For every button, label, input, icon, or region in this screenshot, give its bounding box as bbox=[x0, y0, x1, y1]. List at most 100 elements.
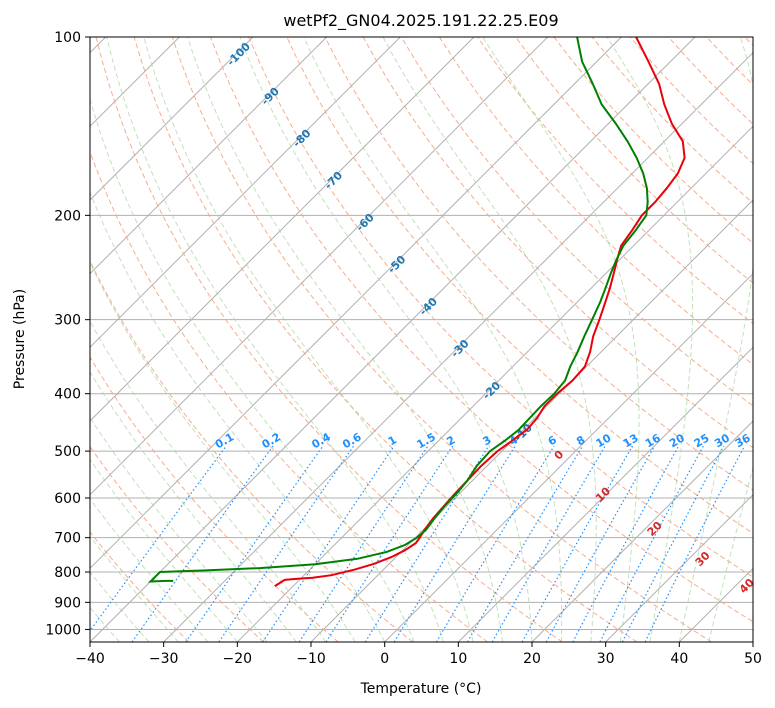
isotherm-label: -20 bbox=[480, 379, 503, 402]
y-tick-label: 700 bbox=[54, 531, 81, 547]
isotherm-line bbox=[90, 37, 401, 349]
x-tick-label: −10 bbox=[296, 651, 326, 667]
moist-adiabat-line bbox=[678, 37, 753, 642]
x-axis-title: Temperature (°C) bbox=[360, 681, 482, 697]
chart-title: wetPf2_GN04.2025.191.22.25.E09 bbox=[283, 11, 558, 31]
mixing-ratio-label: 16 bbox=[643, 431, 663, 450]
mixing-ratio-line bbox=[131, 445, 274, 642]
isotherm-line bbox=[163, 51, 753, 642]
mixing-ratio-line bbox=[521, 445, 634, 642]
dry-adiabat-line bbox=[668, 37, 753, 125]
isotherm-line bbox=[90, 37, 549, 496]
dry-adiabat-line bbox=[90, 150, 488, 642]
mixing-ratio-label: 0.4 bbox=[310, 430, 334, 451]
dry-adiabat-line bbox=[515, 37, 753, 284]
isotherm-line bbox=[90, 37, 622, 570]
isotherm-label: -90 bbox=[259, 85, 282, 108]
background-lines bbox=[90, 37, 753, 642]
dry-adiabat-line bbox=[324, 37, 753, 491]
isotherm-line bbox=[90, 37, 696, 642]
mixing-ratio-label: 36 bbox=[733, 431, 753, 450]
dry-adiabat-line bbox=[90, 531, 190, 642]
plot-frame bbox=[89, 36, 754, 643]
mixing-ratio-line bbox=[644, 445, 746, 642]
dry-adiabat-label: 40 bbox=[737, 576, 757, 596]
dry-adiabat-line bbox=[133, 37, 638, 642]
isotherm-label: -30 bbox=[448, 337, 471, 360]
x-tick-label: 0 bbox=[380, 651, 389, 667]
moist-adiabat-line bbox=[239, 37, 533, 642]
moist-adiabat-line bbox=[143, 37, 474, 642]
moist-adiabat-line bbox=[90, 320, 327, 642]
y-tick-label: 800 bbox=[54, 565, 81, 581]
dry-adiabat-line bbox=[90, 445, 264, 642]
y-tick-label: 300 bbox=[54, 313, 81, 329]
mixing-ratio-label: 13 bbox=[621, 431, 641, 450]
dry-adiabat-line bbox=[90, 259, 414, 642]
mixing-ratio-line bbox=[545, 445, 656, 642]
mixing-ratio-line bbox=[185, 445, 324, 642]
isotherm-line bbox=[90, 37, 254, 201]
mixing-ratio-label: 6 bbox=[546, 433, 559, 448]
isotherm-label: -50 bbox=[385, 253, 408, 276]
line-labels: 0.1 0.2 0.4 0.6 1 1.5 2 3 4 6 8 10 13 16 20 25 30 36-100-… bbox=[213, 40, 757, 596]
isotherm-line bbox=[678, 567, 753, 642]
x-tick-label: −20 bbox=[223, 651, 253, 667]
dry-adiabat-label: 20 bbox=[645, 519, 665, 539]
dry-adiabat-line bbox=[90, 356, 339, 642]
mixing-ratio-line bbox=[218, 445, 355, 642]
y-axis-title: Pressure (hPa) bbox=[12, 289, 28, 389]
y-tick-label: 600 bbox=[54, 491, 81, 507]
x-tick-label: −40 bbox=[75, 651, 105, 667]
x-tick-label: 40 bbox=[670, 651, 688, 667]
y-tick-label: 400 bbox=[54, 387, 81, 403]
dry-adiabat-label: 0 bbox=[552, 448, 567, 463]
mixing-ratio-line bbox=[393, 445, 516, 642]
mixing-ratio-line bbox=[364, 445, 490, 642]
mixing-ratio-label: 0.1 bbox=[213, 430, 236, 451]
moist-adiabat-line bbox=[708, 465, 753, 642]
mixing-ratio-line bbox=[298, 445, 429, 642]
profile-lines bbox=[147, 37, 686, 587]
y-tick-label: 1000 bbox=[45, 622, 81, 638]
x-tick-label: −30 bbox=[149, 651, 179, 667]
dry-adiabat-line bbox=[171, 37, 712, 642]
dewpoint-profile-line bbox=[147, 37, 649, 583]
temperature-profile-line bbox=[274, 37, 686, 587]
isotherm-line bbox=[236, 125, 753, 642]
isotherm-line bbox=[90, 37, 328, 275]
dry-adiabat-line bbox=[210, 37, 753, 623]
y-tick-label: 200 bbox=[54, 208, 81, 224]
x-tick-label: 50 bbox=[744, 651, 762, 667]
mixing-ratio-line bbox=[466, 445, 584, 642]
moist-adiabat-line bbox=[90, 190, 386, 642]
moist-adiabat-line bbox=[106, 37, 445, 642]
mixing-ratio-label: 1 bbox=[386, 433, 399, 448]
isotherm-label: -40 bbox=[417, 295, 440, 318]
dry-adiabat-line bbox=[400, 37, 753, 407]
y-tick-label: 100 bbox=[54, 30, 81, 46]
x-tick-label: 30 bbox=[597, 651, 615, 667]
dry-adiabat-line bbox=[706, 37, 753, 86]
mixing-ratio-label: 25 bbox=[692, 431, 712, 450]
mixing-ratio-line bbox=[262, 445, 395, 642]
moist-adiabat-line bbox=[303, 37, 563, 642]
mixing-ratio-label: 0.2 bbox=[260, 430, 283, 451]
mixing-ratio-line bbox=[572, 445, 680, 642]
isotherm-line bbox=[384, 272, 753, 642]
moist-adiabat-line bbox=[606, 37, 694, 642]
moist-adiabat-line bbox=[187, 37, 503, 642]
dry-adiabat-line bbox=[744, 37, 753, 47]
isotherm-line bbox=[457, 346, 753, 642]
mixing-ratio-label: 0.6 bbox=[340, 430, 364, 451]
y-tick-label: 900 bbox=[54, 595, 81, 611]
mixing-ratio-label: 30 bbox=[712, 431, 732, 450]
moist-adiabat-line bbox=[90, 261, 356, 642]
axes: −40 −30 −20 −10 0 10 20 30 40 5010009008007006005… bbox=[45, 30, 762, 667]
isotherm-line bbox=[605, 493, 753, 642]
dry-adiabat-line bbox=[95, 37, 563, 642]
dry-adiabat-line bbox=[248, 37, 753, 578]
isotherm-label: -100 bbox=[224, 40, 253, 69]
